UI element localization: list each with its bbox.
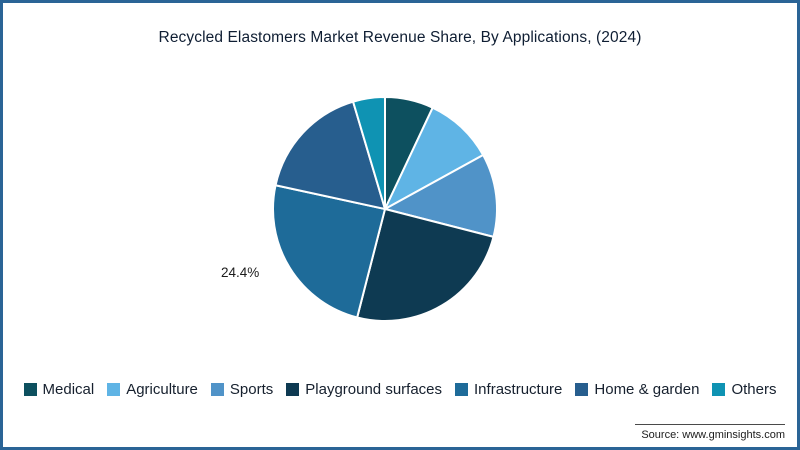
legend-label: Home & garden (594, 381, 700, 398)
legend-item-home-garden: Home & garden (575, 381, 699, 398)
source-block: Source: www.gminsights.com (635, 424, 785, 441)
legend-swatch (575, 383, 589, 396)
legend-item-infrastructure: Infrastructure (455, 381, 562, 398)
legend-swatch (210, 383, 224, 396)
chart-legend: Medical Agriculture Sports Playground surfa… (3, 381, 797, 398)
infrastructure-percentage-label: 24.4% (221, 265, 260, 280)
legend-swatch (455, 383, 469, 396)
chart-title: Recycled Elastomers Market Revenue Share… (158, 29, 642, 46)
legend-item-others: Others (712, 381, 776, 398)
legend-item-playground-surfaces: Playground surfaces (286, 381, 442, 398)
legend-item-agriculture: Agriculture (107, 381, 198, 398)
pie-chart (272, 96, 498, 322)
legend-label: Agriculture (126, 381, 198, 398)
legend-swatch (286, 383, 300, 396)
pie-slice-others (352, 96, 386, 210)
legend-item-medical: Medical (23, 381, 95, 398)
source-divider (635, 424, 785, 425)
chart-area: 24.4% (3, 47, 797, 369)
legend-label: Sports (229, 381, 274, 398)
legend-label: Playground surfaces (305, 381, 443, 398)
pie-slice-infrastructure (272, 184, 386, 319)
pie-slice-home-garden (274, 100, 386, 210)
legend-label: Medical (42, 381, 95, 398)
legend-label: Others (731, 381, 777, 398)
legend-swatch (107, 383, 121, 396)
source-text: Source: www.gminsights.com (641, 429, 785, 441)
legend-label: Infrastructure (474, 381, 563, 398)
legend-swatch (712, 383, 726, 396)
pie-slice-sports (384, 154, 498, 238)
legend-item-sports: Sports (210, 381, 274, 398)
pie-slice-playground-surfaces (356, 208, 495, 322)
legend-swatch (23, 383, 37, 396)
